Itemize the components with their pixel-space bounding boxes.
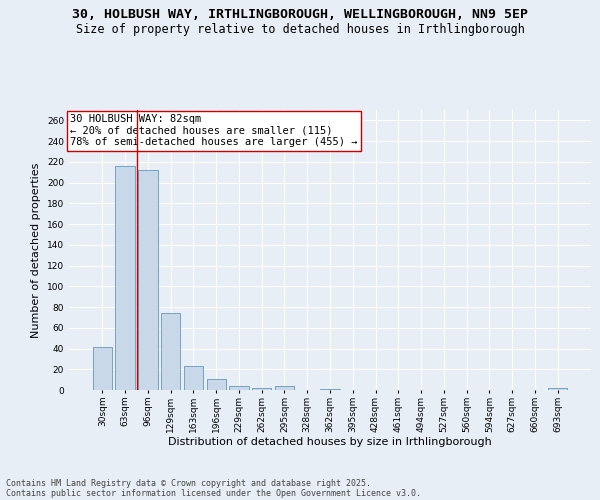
- Bar: [548, 388, 567, 390]
- Text: 30, HOLBUSH WAY, IRTHLINGBOROUGH, WELLINGBOROUGH, NN9 5EP: 30, HOLBUSH WAY, IRTHLINGBOROUGH, WELLIN…: [72, 8, 528, 20]
- Text: 30 HOLBUSH WAY: 82sqm
← 20% of detached houses are smaller (115)
78% of semi-det: 30 HOLBUSH WAY: 82sqm ← 20% of detached …: [70, 114, 358, 148]
- Text: Contains public sector information licensed under the Open Government Licence v3: Contains public sector information licen…: [6, 488, 421, 498]
- Bar: [229, 386, 248, 390]
- X-axis label: Distribution of detached houses by size in Irthlingborough: Distribution of detached houses by size …: [168, 438, 492, 448]
- Bar: [206, 378, 226, 390]
- Y-axis label: Number of detached properties: Number of detached properties: [31, 162, 41, 338]
- Bar: [161, 314, 181, 390]
- Bar: [115, 166, 135, 390]
- Bar: [320, 389, 340, 390]
- Bar: [252, 388, 271, 390]
- Bar: [138, 170, 158, 390]
- Text: Contains HM Land Registry data © Crown copyright and database right 2025.: Contains HM Land Registry data © Crown c…: [6, 478, 371, 488]
- Bar: [275, 386, 294, 390]
- Bar: [184, 366, 203, 390]
- Bar: [93, 348, 112, 390]
- Text: Size of property relative to detached houses in Irthlingborough: Size of property relative to detached ho…: [76, 22, 524, 36]
